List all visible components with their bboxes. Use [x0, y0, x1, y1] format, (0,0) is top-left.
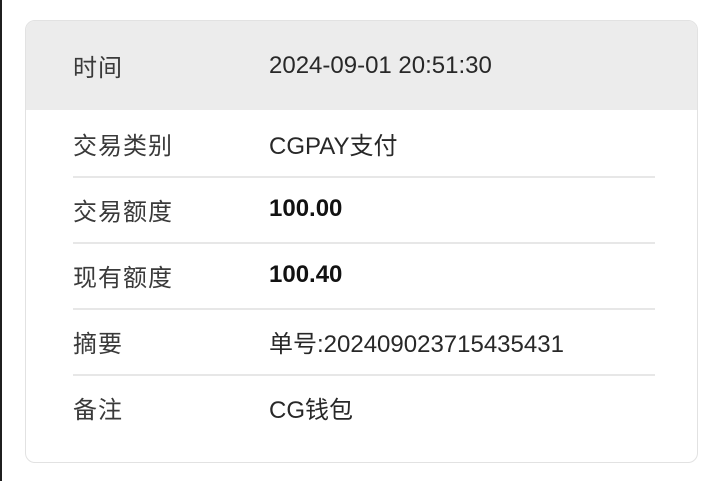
table-row-transaction-amount: 交易额度 100.00 [26, 176, 697, 242]
row-label: 时间 [73, 55, 123, 82]
row-label: 备注 [73, 396, 123, 424]
table-row-time: 时间 2024-09-01 20:51:30 [26, 21, 697, 110]
table-row-current-balance: 现有额度 100.40 [26, 242, 697, 308]
row-value: CGPAY支付 [269, 132, 398, 160]
row-value: 2024-09-01 20:51:30 [269, 51, 492, 79]
table-row-note: 备注 CG钱包 [26, 374, 697, 440]
row-label: 现有额度 [73, 264, 173, 292]
row-value: CG钱包 [269, 396, 353, 424]
row-value: 单号:202409023715435431 [269, 330, 564, 358]
table-row-transaction-type: 交易类别 CGPAY支付 [26, 110, 697, 176]
row-value: 100.00 [269, 195, 343, 222]
row-label: 交易类别 [73, 132, 173, 160]
screen-left-edge [0, 0, 2, 481]
transaction-detail-card: 时间 2024-09-01 20:51:30 交易类别 CGPAY支付 交易额度… [25, 20, 698, 463]
table-row-summary: 摘要 单号:202409023715435431 [26, 308, 697, 374]
row-label: 摘要 [73, 330, 123, 358]
row-label: 交易额度 [73, 198, 173, 226]
row-value: 100.40 [269, 261, 343, 288]
